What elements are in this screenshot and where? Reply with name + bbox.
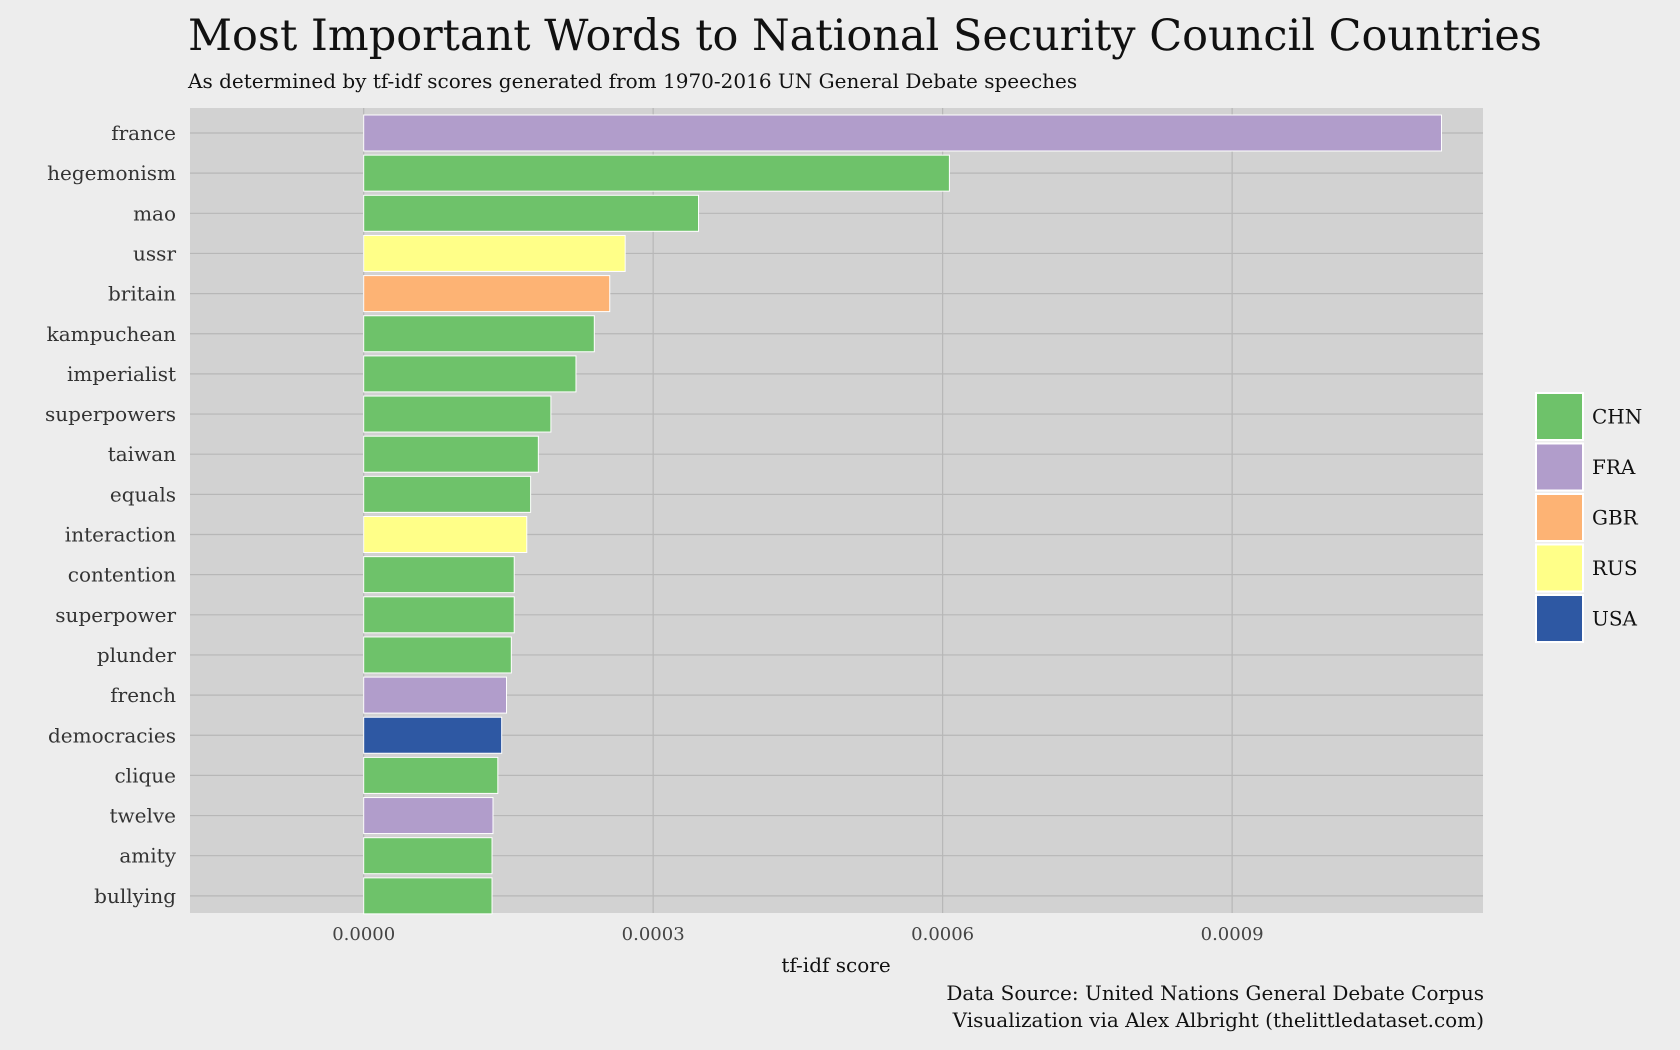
bar-twelve xyxy=(363,797,494,835)
bar-mao xyxy=(363,194,700,232)
y-tick-label: contention xyxy=(68,563,176,587)
y-tick-label: ussr xyxy=(133,241,176,265)
bar-france xyxy=(363,114,1443,152)
bar-democracies xyxy=(363,716,503,754)
y-axis-labels: france hegemonism mao ussr britain kampuchean… xyxy=(45,121,177,908)
chart-title: Most Important Words to National Securit… xyxy=(188,11,1542,61)
y-tick-label: bullying xyxy=(94,884,176,908)
bar-superpowers xyxy=(363,395,552,433)
legend-swatch-chn xyxy=(1535,392,1584,441)
bar-french xyxy=(363,676,507,714)
legend-swatch-rus xyxy=(1535,543,1584,593)
bar-equals xyxy=(363,475,532,513)
bar-hegemonism xyxy=(363,154,950,192)
legend: CHN FRA GBR RUS USA xyxy=(1535,392,1642,643)
y-tick-label: twelve xyxy=(109,804,176,828)
legend-swatch-usa xyxy=(1535,594,1584,643)
chart-subtitle: As determined by tf-idf scores generated… xyxy=(187,69,1077,93)
y-tick-label: superpower xyxy=(55,603,176,627)
bar-plunder xyxy=(363,636,512,674)
bar-kampuchean xyxy=(363,315,595,353)
y-tick-label: interaction xyxy=(65,523,176,547)
bar-interaction xyxy=(363,516,528,553)
y-tick-label: france xyxy=(111,121,176,145)
x-tick-label: 0.0009 xyxy=(1201,924,1264,945)
y-tick-label: plunder xyxy=(97,643,177,667)
bars xyxy=(363,114,1443,915)
legend-label-fra: FRA xyxy=(1592,455,1636,479)
y-tick-label: hegemonism xyxy=(47,161,176,185)
x-axis-title: tf-idf score xyxy=(781,953,890,977)
y-tick-label: britain xyxy=(108,282,176,306)
bar-imperialist xyxy=(363,355,577,393)
legend-label-rus: RUS xyxy=(1592,556,1638,580)
caption-visualization-credit: Visualization via Alex Albright (thelitt… xyxy=(952,1008,1484,1032)
y-tick-label: mao xyxy=(133,201,176,225)
bar-bullying xyxy=(363,877,493,915)
legend-swatch-fra xyxy=(1535,442,1584,492)
x-axis-labels: 0.0000 0.0003 0.0006 0.0009 xyxy=(332,924,1263,945)
x-tick-label: 0.0006 xyxy=(911,924,974,945)
y-tick-label: french xyxy=(110,683,176,707)
bar-ussr xyxy=(363,234,626,272)
y-tick-label: taiwan xyxy=(108,442,176,466)
caption-data-source: Data Source: United Nations General Deba… xyxy=(946,981,1484,1005)
y-tick-label: equals xyxy=(110,482,176,506)
legend-label-gbr: GBR xyxy=(1592,506,1639,530)
legend-swatch-gbr xyxy=(1535,493,1584,542)
legend-label-usa: USA xyxy=(1592,607,1638,631)
bar-amity xyxy=(363,837,493,875)
y-tick-label: amity xyxy=(119,844,176,868)
x-tick-label: 0.0003 xyxy=(622,924,685,945)
y-tick-label: superpowers xyxy=(45,402,176,426)
y-tick-label: imperialist xyxy=(67,362,176,386)
x-tick-label: 0.0000 xyxy=(332,924,395,945)
bar-contention xyxy=(363,556,515,594)
bar-taiwan xyxy=(363,435,539,473)
bar-superpower xyxy=(363,596,515,634)
legend-label-chn: CHN xyxy=(1592,405,1642,429)
y-tick-label: clique xyxy=(114,763,176,787)
bar-britain xyxy=(363,275,611,313)
y-tick-label: kampuchean xyxy=(47,322,177,346)
bar-clique xyxy=(363,756,499,794)
y-tick-label: democracies xyxy=(48,723,176,747)
